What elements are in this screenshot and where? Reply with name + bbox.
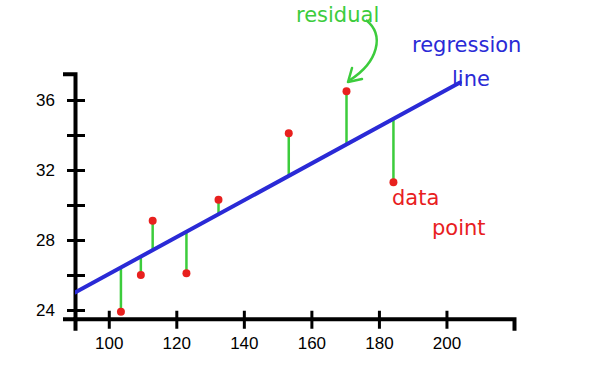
y-tick-mark <box>67 169 85 172</box>
x-tick-mark <box>310 311 313 329</box>
residual <box>185 232 188 274</box>
residual <box>392 119 395 182</box>
y-tick-label: 28 <box>36 231 55 250</box>
data-point <box>149 217 157 225</box>
y-tick-mark <box>67 99 85 102</box>
y-tick <box>67 275 85 276</box>
y-tick: 28 <box>36 231 85 250</box>
x-tick-label: 200 <box>433 334 461 353</box>
residual <box>151 221 154 250</box>
x-axis: 100 120 140 160 180 200 <box>76 311 515 353</box>
y-tick-mark <box>67 274 85 277</box>
y-tick-mark <box>67 309 85 312</box>
data-point <box>343 87 351 95</box>
x-tick: 120 <box>163 311 191 353</box>
data-point <box>137 271 145 279</box>
data-point <box>215 196 223 204</box>
x-tick: 200 <box>433 311 461 353</box>
x-tick: 100 <box>95 311 123 353</box>
y-axis-line <box>63 74 76 319</box>
x-tick-mark <box>243 311 246 329</box>
y-tick-label: 32 <box>36 161 55 180</box>
plot-area <box>75 83 460 316</box>
y-tick: 32 <box>36 161 85 180</box>
x-tick-mark <box>175 311 178 329</box>
x-tick-mark <box>108 311 111 329</box>
arrow <box>350 20 377 80</box>
x-tick-mark <box>378 311 381 329</box>
residual <box>345 91 348 144</box>
x-tick-label: 140 <box>230 334 258 353</box>
regression-label: regressionline <box>412 33 521 91</box>
data-point <box>117 308 125 316</box>
y-tick-label: 36 <box>36 91 55 110</box>
x-tick-label: 180 <box>365 334 393 353</box>
data-point <box>285 129 293 137</box>
x-tick-mark <box>445 311 448 329</box>
chart: 100 120 140 160 180 200 24 28 32 36 residual regres… <box>0 0 591 367</box>
x-tick-label: 120 <box>163 334 191 353</box>
residual <box>120 267 123 311</box>
y-tick-mark <box>67 134 85 137</box>
y-tick-mark <box>67 204 85 207</box>
data-point <box>182 269 190 277</box>
y-tick <box>67 135 85 136</box>
x-tick-label: 100 <box>95 334 123 353</box>
x-tick: 160 <box>298 311 326 353</box>
y-tick: 36 <box>36 91 85 110</box>
y-tick-mark <box>67 239 85 242</box>
x-axis-line <box>76 319 515 331</box>
x-tick-label: 160 <box>298 334 326 353</box>
regression-line <box>75 83 460 293</box>
x-tick: 180 <box>365 311 393 353</box>
y-tick-label: 24 <box>36 301 55 320</box>
residual <box>288 133 291 176</box>
residual-label: residual <box>296 3 379 27</box>
y-tick <box>67 205 85 206</box>
y-tick: 24 <box>36 301 85 320</box>
x-tick: 140 <box>230 311 258 353</box>
y-axis: 24 28 32 36 <box>36 74 85 320</box>
data-point-label: datapoint <box>392 186 486 240</box>
annotations: residual regressionline datapoint <box>296 3 521 240</box>
arrow-head <box>348 68 362 82</box>
